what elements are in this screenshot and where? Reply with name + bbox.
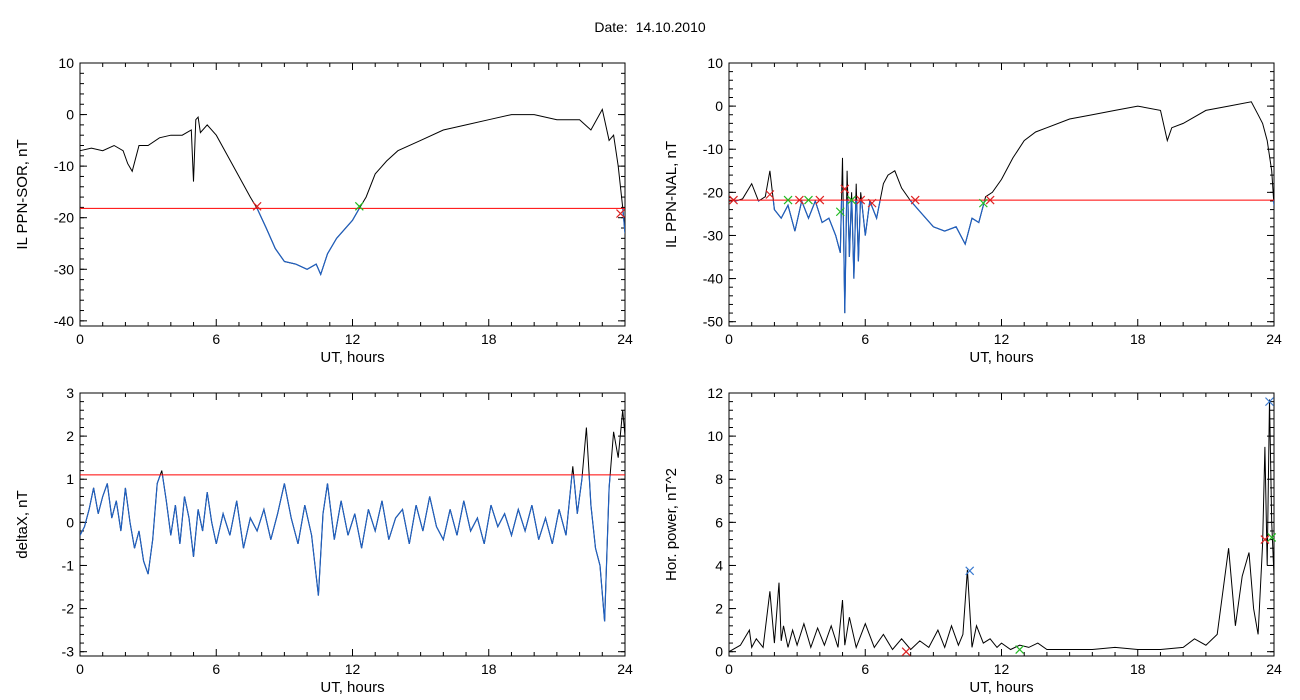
y-axis-label: IL PPN-SOR, nT bbox=[14, 139, 31, 249]
x-tick-label: 6 bbox=[212, 331, 220, 347]
crossing-marker bbox=[783, 195, 793, 205]
y-tick-label: -20 bbox=[54, 210, 74, 226]
x-tick-label: 24 bbox=[617, 331, 633, 347]
x-tick-label: 12 bbox=[345, 661, 361, 677]
x-tick-label: 6 bbox=[212, 661, 220, 677]
y-tick-label: 0 bbox=[715, 98, 723, 114]
y-tick-label: 0 bbox=[715, 644, 723, 660]
x-tick-label: 12 bbox=[345, 331, 361, 347]
x-tick-label: 24 bbox=[1266, 331, 1282, 347]
crossing-marker bbox=[840, 184, 850, 194]
x-axis-label: UT, hours bbox=[969, 679, 1033, 696]
x-tick-label: 6 bbox=[861, 331, 869, 347]
series-below-threshold bbox=[80, 474, 611, 622]
y-tick-label: -3 bbox=[62, 644, 75, 660]
x-tick-label: 0 bbox=[76, 661, 84, 677]
crossing-marker bbox=[252, 201, 262, 211]
crossing-marker bbox=[835, 207, 845, 217]
crossing-marker bbox=[856, 195, 866, 205]
crossing-marker bbox=[978, 198, 988, 208]
y-tick-label: 10 bbox=[707, 55, 723, 71]
panel-3: 0 6 12 18 24 3 2 1 0 -1 -2 -3 UT, hours deltaX, nT bbox=[14, 385, 633, 696]
panel-4: 0 6 12 18 24 12 10 8 6 4 2 0 UT, hours Hor. power, nT… bbox=[663, 385, 1282, 696]
x-tick-label: 18 bbox=[1130, 331, 1146, 347]
y-axis-label: IL PPN-NAL, nT bbox=[663, 141, 680, 248]
y-tick-label: -40 bbox=[703, 271, 723, 287]
y-tick-label: -30 bbox=[703, 227, 723, 243]
plot-frame bbox=[728, 62, 1275, 327]
y-axis-label: Hor. power, nT^2 bbox=[663, 468, 680, 581]
x-axis-label: UT, hours bbox=[320, 349, 384, 366]
crossing-marker bbox=[910, 195, 920, 205]
y-tick-label: 12 bbox=[707, 385, 723, 401]
crossing-marker bbox=[985, 195, 995, 205]
chart-title: Date: 14.10.2010 bbox=[594, 19, 706, 35]
y-tick-label: 6 bbox=[715, 514, 723, 530]
y-tick-label: 2 bbox=[715, 601, 723, 617]
y-axis-label: deltaX, nT bbox=[14, 490, 31, 558]
series-line bbox=[79, 107, 626, 276]
y-tick-label: -1 bbox=[62, 557, 75, 573]
plot-frame bbox=[728, 392, 1275, 657]
series-line bbox=[728, 399, 1275, 653]
y-tick-label: -50 bbox=[703, 314, 723, 330]
y-tick-label: -10 bbox=[54, 158, 74, 174]
x-tick-label: 0 bbox=[725, 331, 733, 347]
y-tick-label: 8 bbox=[715, 471, 723, 487]
crossing-marker bbox=[901, 647, 911, 657]
crossing-marker bbox=[354, 201, 364, 211]
x-tick-label: 18 bbox=[481, 331, 497, 347]
crossing-marker bbox=[1267, 533, 1277, 542]
y-tick-label: -2 bbox=[62, 601, 75, 617]
crossing-marker bbox=[815, 195, 825, 205]
x-tick-label: 0 bbox=[76, 331, 84, 347]
crossing-marker bbox=[965, 566, 975, 576]
x-tick-label: 0 bbox=[725, 661, 733, 677]
series-line bbox=[79, 410, 626, 622]
crossing-marker bbox=[867, 198, 877, 208]
plot-frame bbox=[79, 62, 626, 327]
panel-1: 0 6 12 18 24 10 0 -10 -20 -30 -40 UT, hours IL PPN-S… bbox=[14, 55, 633, 366]
series-line bbox=[728, 101, 1275, 314]
y-tick-label: -30 bbox=[54, 261, 74, 277]
y-tick-label: 0 bbox=[66, 107, 74, 123]
crossing-marker bbox=[1260, 535, 1270, 545]
crossing-marker bbox=[1015, 645, 1025, 654]
crossing-marker bbox=[804, 195, 813, 205]
y-tick-label: -20 bbox=[703, 184, 723, 200]
y-tick-label: 3 bbox=[66, 385, 74, 401]
series-below-threshold bbox=[733, 200, 1274, 314]
x-tick-label: 18 bbox=[1130, 661, 1146, 677]
y-tick-label: 10 bbox=[58, 55, 74, 71]
x-tick-label: 24 bbox=[1266, 661, 1282, 677]
crossing-marker bbox=[616, 209, 625, 219]
x-tick-label: 24 bbox=[617, 661, 633, 677]
crossing-marker bbox=[847, 195, 857, 205]
y-tick-label: 10 bbox=[707, 428, 723, 444]
y-tick-label: 0 bbox=[66, 514, 74, 530]
y-tick-label: 1 bbox=[66, 471, 74, 487]
x-axis-label: UT, hours bbox=[969, 349, 1033, 366]
crossing-marker bbox=[765, 190, 775, 199]
x-tick-label: 18 bbox=[481, 661, 497, 677]
x-tick-label: 12 bbox=[994, 331, 1010, 347]
x-tick-label: 6 bbox=[861, 661, 869, 677]
y-tick-label: 2 bbox=[66, 428, 74, 444]
crossing-marker bbox=[794, 195, 804, 205]
series-below-threshold bbox=[256, 208, 625, 277]
y-tick-label: 4 bbox=[715, 557, 723, 573]
y-tick-label: -40 bbox=[54, 313, 74, 329]
x-axis-label: UT, hours bbox=[320, 679, 384, 696]
crossing-marker bbox=[729, 195, 738, 205]
crossing-marker bbox=[1265, 397, 1274, 407]
panel-2: 0 6 12 18 24 10 0 -10 -20 -30 -40 -50 UT, hours IL PP… bbox=[663, 55, 1282, 366]
y-tick-label: -10 bbox=[703, 141, 723, 157]
x-tick-label: 12 bbox=[994, 661, 1010, 677]
